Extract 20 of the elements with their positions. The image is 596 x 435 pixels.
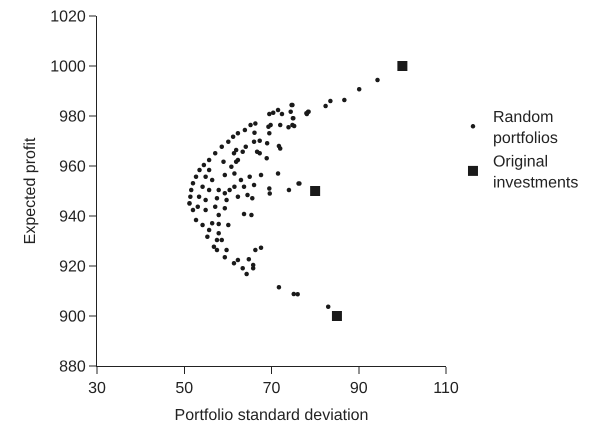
x-tick-label: 90: [350, 380, 368, 398]
y-axis-title: Expected profit: [22, 137, 40, 244]
legend-label: Random portfolios: [492, 109, 558, 147]
point: [397, 61, 408, 71]
y-tick-label: 1020: [50, 8, 86, 26]
y-tick-label: 960: [59, 158, 86, 176]
point: [310, 186, 320, 196]
y-tick-label: 880: [59, 358, 86, 376]
y-tick-label: 980: [59, 108, 86, 126]
x-tick-label: 70: [262, 380, 280, 398]
x-tick-label: 30: [88, 380, 106, 398]
y-tick-label: 900: [59, 308, 86, 326]
legend-label: Original investments: [492, 154, 578, 192]
point: [332, 311, 342, 321]
x-axis-title: Portfolio standard deviation: [174, 406, 368, 424]
y-tick-label: 920: [59, 258, 86, 276]
x-tick-label: 50: [175, 380, 194, 398]
x-tick-label: 110: [433, 380, 459, 398]
y-tick-label: 940: [59, 208, 86, 226]
y-tick-label: 1000: [50, 58, 86, 76]
